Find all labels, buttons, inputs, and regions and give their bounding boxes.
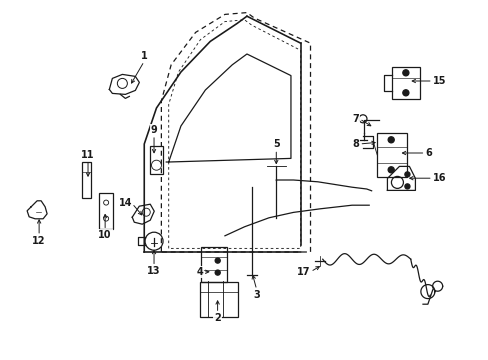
- Text: 7: 7: [352, 114, 359, 124]
- Text: 12: 12: [32, 236, 46, 246]
- Bar: [391, 67, 419, 99]
- Text: 6: 6: [425, 148, 431, 158]
- Text: 15: 15: [432, 76, 446, 86]
- Text: 1: 1: [141, 51, 147, 61]
- Text: 9: 9: [150, 125, 157, 135]
- Circle shape: [404, 172, 409, 177]
- Bar: [81, 162, 90, 198]
- Text: 14: 14: [118, 198, 132, 208]
- Bar: [150, 146, 163, 174]
- Text: 10: 10: [98, 230, 112, 240]
- Circle shape: [387, 167, 393, 173]
- Bar: [99, 193, 113, 229]
- Bar: [199, 282, 237, 317]
- Text: 5: 5: [272, 139, 279, 149]
- Text: 4: 4: [196, 267, 203, 277]
- Circle shape: [404, 184, 409, 189]
- Text: 13: 13: [147, 266, 161, 276]
- Text: 11: 11: [81, 150, 95, 160]
- Bar: [376, 133, 407, 177]
- Text: 8: 8: [352, 139, 359, 149]
- Circle shape: [387, 137, 393, 143]
- Text: 17: 17: [296, 267, 310, 277]
- Circle shape: [215, 258, 220, 263]
- Bar: [200, 247, 226, 282]
- Text: 2: 2: [214, 313, 221, 323]
- Circle shape: [402, 70, 408, 76]
- Circle shape: [402, 90, 408, 96]
- Text: 16: 16: [432, 173, 446, 183]
- Circle shape: [215, 270, 220, 275]
- Text: 3: 3: [253, 290, 260, 300]
